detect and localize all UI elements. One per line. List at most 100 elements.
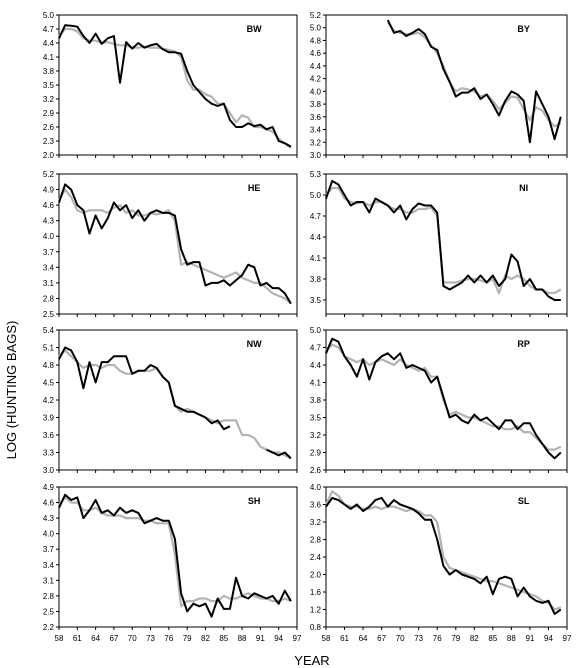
- y-tick-label-nw: 3.3: [43, 449, 55, 458]
- x-tick-label: 70: [128, 634, 137, 643]
- panel-bw: 2.0 2.3 2.6 2.9 3.2 3.5 3.8 4.1 4.4 4.7 5.0 BW: [43, 11, 298, 160]
- y-tick-label-bw: 3.5: [43, 81, 55, 90]
- x-axis-label: YEAR: [294, 653, 329, 668]
- y-tick-label-sh: 2.2: [43, 623, 55, 632]
- x-tick-label: 73: [414, 634, 423, 643]
- panel-sl: 0.8 1.2 1.6 2.0 2.4 2.8 3.2 3.6 4.0 58 61 64 67 70 73 7…: [310, 483, 572, 643]
- y-tick-label-rp: 2.9: [310, 449, 322, 458]
- panel-label-ni: NI: [519, 183, 528, 193]
- y-tick-label-nw: 3.0: [43, 466, 55, 475]
- y-tick-label-he: 4.0: [43, 232, 55, 241]
- panel-frame-he: [58, 173, 298, 315]
- y-tick-label-rp: 3.8: [310, 396, 322, 405]
- panel-by: 3.0 3.2 3.4 3.6 3.8 4.0 4.2 4.4 4.6 4.8 5.0 5.2 BY: [310, 11, 568, 160]
- y-tick-label-ni: 5.0: [310, 191, 322, 200]
- y-tick-label-sl: 2.0: [310, 571, 322, 580]
- panel-label-bw: BW: [247, 24, 262, 34]
- series-observed-sh: [58, 493, 292, 618]
- y-tick-label-rp: 5.0: [310, 326, 322, 335]
- y-tick-label-by: 4.8: [310, 36, 322, 45]
- y-tick-label-sl: 1.2: [310, 606, 322, 615]
- y-tick-label-sh: 4.3: [43, 514, 55, 523]
- x-tick-label: 76: [164, 634, 173, 643]
- x-tick-label: 91: [256, 634, 265, 643]
- y-tick-label-sl: 0.8: [310, 623, 322, 632]
- y-tick-label-sh: 4.6: [43, 499, 55, 508]
- y-tick-label-bw: 3.8: [43, 67, 55, 76]
- y-tick-label-sh: 3.4: [43, 561, 55, 570]
- panel-frame-nw: [58, 329, 298, 471]
- series-observed-ni: [325, 180, 561, 301]
- y-tick-label-sh: 4.9: [43, 483, 55, 492]
- y-tick-label-he: 2.8: [43, 294, 55, 303]
- y-tick-label-by: 3.0: [310, 151, 322, 160]
- y-tick-label-by: 3.4: [310, 126, 322, 135]
- y-tick-label-by: 5.0: [310, 24, 322, 33]
- y-tick-label-nw: 4.2: [43, 396, 55, 405]
- panel-label-he: HE: [248, 183, 261, 193]
- y-tick-label-nw: 3.6: [43, 431, 55, 440]
- series-fitted-he: [58, 188, 292, 305]
- panel-frame-rp: [325, 329, 568, 471]
- y-tick-label-bw: 3.2: [43, 95, 55, 104]
- series-observed-he: [58, 183, 292, 305]
- y-tick-label-rp: 4.1: [310, 379, 322, 388]
- y-tick-label-by: 5.2: [310, 11, 322, 20]
- y-tick-label-rp: 4.7: [310, 344, 322, 353]
- y-tick-label-by: 4.4: [310, 62, 322, 71]
- panel-label-by: BY: [517, 24, 530, 34]
- y-tick-label-bw: 4.4: [43, 39, 55, 48]
- y-tick-label-nw: 3.9: [43, 414, 55, 423]
- y-tick-label-by: 4.0: [310, 87, 322, 96]
- y-tick-label-ni: 4.1: [310, 254, 322, 263]
- panel-frame-ni: [325, 173, 568, 315]
- y-tick-label-bw: 4.7: [43, 25, 55, 34]
- panel-nw: 3.0 3.3 3.6 3.9 4.2 4.5 4.8 5.1 5.4 NW: [43, 326, 298, 475]
- y-tick-label-bw: 2.9: [43, 109, 55, 118]
- x-tick-label: 61: [340, 634, 349, 643]
- y-tick-label-ni: 3.5: [310, 296, 322, 305]
- series-fitted-sh: [58, 496, 292, 608]
- x-tick-label: 58: [55, 634, 64, 643]
- y-tick-label-he: 2.5: [43, 310, 55, 319]
- y-tick-label-nw: 4.8: [43, 361, 55, 370]
- x-tick-label: 64: [91, 634, 100, 643]
- panel-sh: 2.2 2.5 2.8 3.1 3.4 3.7 4.0 4.3 4.6 4.9 58 61 64 67 70…: [43, 483, 302, 643]
- y-tick-label-rp: 3.2: [310, 431, 322, 440]
- y-tick-label-nw: 5.4: [43, 326, 55, 335]
- panel-frame-by: [325, 14, 568, 156]
- y-tick-label-by: 3.2: [310, 138, 322, 147]
- series-observed-bw: [58, 24, 292, 148]
- x-tick-label: 79: [451, 634, 460, 643]
- x-tick-label: 91: [525, 634, 534, 643]
- panel-frame-sh: [58, 486, 298, 628]
- y-tick-label-bw: 2.6: [43, 123, 55, 132]
- x-tick-label: 97: [563, 634, 572, 643]
- y-tick-label-he: 4.9: [43, 186, 55, 195]
- y-tick-label-sl: 1.6: [310, 588, 322, 597]
- panel-label-nw: NW: [247, 339, 262, 349]
- panel-label-sl: SL: [518, 496, 530, 506]
- x-tick-label: 82: [201, 634, 210, 643]
- x-tick-label: 67: [109, 634, 118, 643]
- y-tick-label-bw: 2.0: [43, 151, 55, 160]
- y-tick-label-bw: 5.0: [43, 11, 55, 20]
- series-observed-by: [386, 19, 562, 144]
- y-tick-label-ni: 4.4: [310, 233, 322, 242]
- y-tick-label-rp: 4.4: [310, 361, 322, 370]
- x-tick-label: 94: [274, 634, 283, 643]
- panel-he: 2.5 2.8 3.1 3.4 3.7 4.0 4.3 4.6 4.9 5.2 HE: [43, 170, 298, 319]
- series-fitted-bw: [58, 27, 292, 149]
- series-observed-nw: [58, 346, 231, 431]
- x-tick-label: 94: [544, 634, 553, 643]
- x-tick-label: 97: [293, 634, 302, 643]
- y-tick-label-sh: 2.5: [43, 607, 55, 616]
- y-tick-label-he: 5.2: [43, 170, 55, 179]
- y-tick-label-sl: 4.0: [310, 483, 322, 492]
- y-tick-label-ni: 5.3: [310, 170, 322, 179]
- x-tick-label: 73: [146, 634, 155, 643]
- y-tick-label-by: 3.6: [310, 113, 322, 122]
- y-tick-label-sh: 3.7: [43, 545, 55, 554]
- x-tick-label: 88: [238, 634, 247, 643]
- y-tick-label-he: 3.1: [43, 279, 55, 288]
